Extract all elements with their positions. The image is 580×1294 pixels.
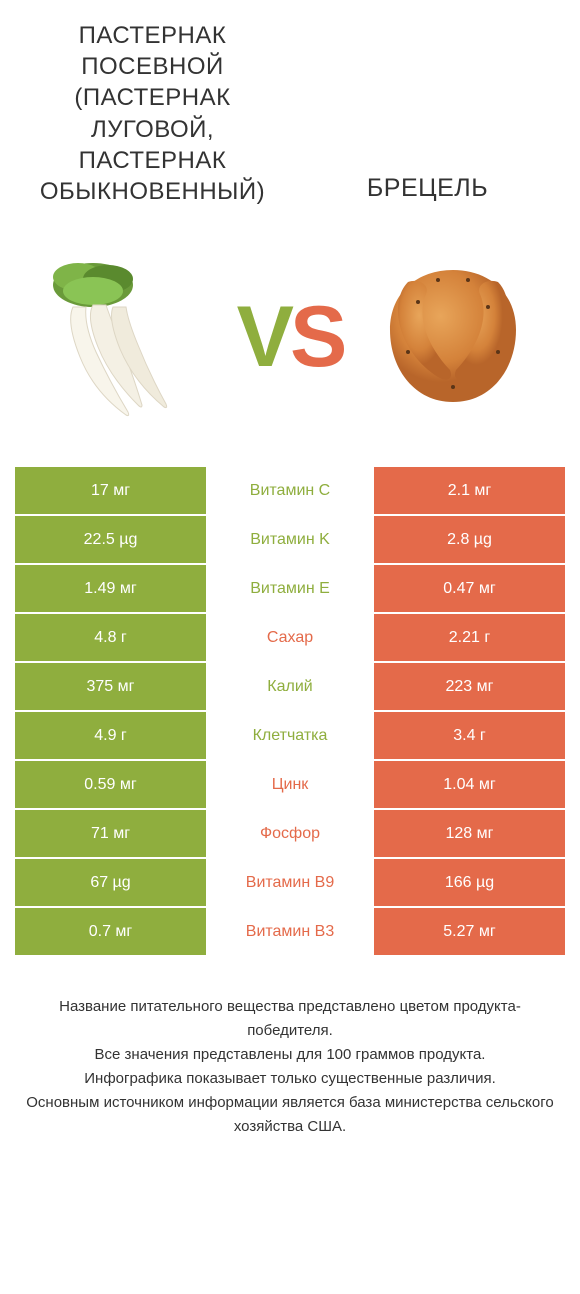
table-row: 4.9 гКлетчатка3.4 г [15, 712, 565, 759]
vs-v: V [237, 289, 290, 385]
table-row: 71 мгФосфор128 мг [15, 810, 565, 857]
value-left: 0.59 мг [15, 761, 206, 808]
value-left: 22.5 µg [15, 516, 206, 563]
value-right: 166 µg [374, 859, 565, 906]
nutrient-label: Цинк [206, 761, 374, 808]
value-left: 1.49 мг [15, 565, 206, 612]
nutrient-label: Калий [206, 663, 374, 710]
table-row: 375 мгКалий223 мг [15, 663, 565, 710]
value-right: 2.8 µg [374, 516, 565, 563]
nutrient-label: Витамин C [206, 467, 374, 514]
footer-line: Основным источником информации является … [25, 1091, 555, 1139]
value-right: 2.21 г [374, 614, 565, 661]
vs-label: VS [230, 288, 350, 387]
footer-line: Инфографика показывает только существенн… [25, 1067, 555, 1091]
header: ПАСТЕРНАК ПОСЕВНОЙ (ПАСТЕРНАК ЛУГОВОЙ, П… [15, 20, 565, 207]
title-left: ПАСТЕРНАК ПОСЕВНОЙ (ПАСТЕРНАК ЛУГОВОЙ, П… [15, 20, 290, 207]
vs-row: VS [15, 247, 565, 427]
value-left: 375 мг [15, 663, 206, 710]
nutrient-label: Витамин B3 [206, 908, 374, 955]
value-left: 17 мг [15, 467, 206, 514]
value-right: 128 мг [374, 810, 565, 857]
nutrient-label: Клетчатка [206, 712, 374, 759]
footer-line: Название питательного вещества представл… [25, 995, 555, 1043]
table-row: 4.8 гСахар2.21 г [15, 614, 565, 661]
nutrient-label: Витамин B9 [206, 859, 374, 906]
value-right: 2.1 мг [374, 467, 565, 514]
nutrient-label: Витамин K [206, 516, 374, 563]
comparison-table: 17 мгВитамин C2.1 мг22.5 µgВитамин K2.8 … [15, 467, 565, 955]
pretzel-icon [368, 252, 538, 422]
footer-text: Название питательного вещества представл… [15, 995, 565, 1139]
title-right: БРЕЦЕЛЬ [290, 174, 565, 207]
table-row: 0.59 мгЦинк1.04 мг [15, 761, 565, 808]
pretzel-image [350, 247, 555, 427]
value-left: 0.7 мг [15, 908, 206, 955]
nutrient-label: Витамин E [206, 565, 374, 612]
value-left: 67 µg [15, 859, 206, 906]
value-left: 4.8 г [15, 614, 206, 661]
table-row: 1.49 мгВитамин E0.47 мг [15, 565, 565, 612]
value-right: 1.04 мг [374, 761, 565, 808]
footer-line: Все значения представлены для 100 граммо… [25, 1043, 555, 1067]
value-left: 71 мг [15, 810, 206, 857]
table-row: 22.5 µgВитамин K2.8 µg [15, 516, 565, 563]
nutrient-label: Фосфор [206, 810, 374, 857]
parsnip-image [25, 247, 230, 427]
table-row: 67 µgВитамин B9166 µg [15, 859, 565, 906]
value-right: 5.27 мг [374, 908, 565, 955]
nutrient-label: Сахар [206, 614, 374, 661]
value-right: 0.47 мг [374, 565, 565, 612]
parsnip-icon [38, 257, 218, 417]
value-right: 3.4 г [374, 712, 565, 759]
vs-s: S [290, 289, 343, 385]
value-left: 4.9 г [15, 712, 206, 759]
table-row: 17 мгВитамин C2.1 мг [15, 467, 565, 514]
value-right: 223 мг [374, 663, 565, 710]
table-row: 0.7 мгВитамин B35.27 мг [15, 908, 565, 955]
